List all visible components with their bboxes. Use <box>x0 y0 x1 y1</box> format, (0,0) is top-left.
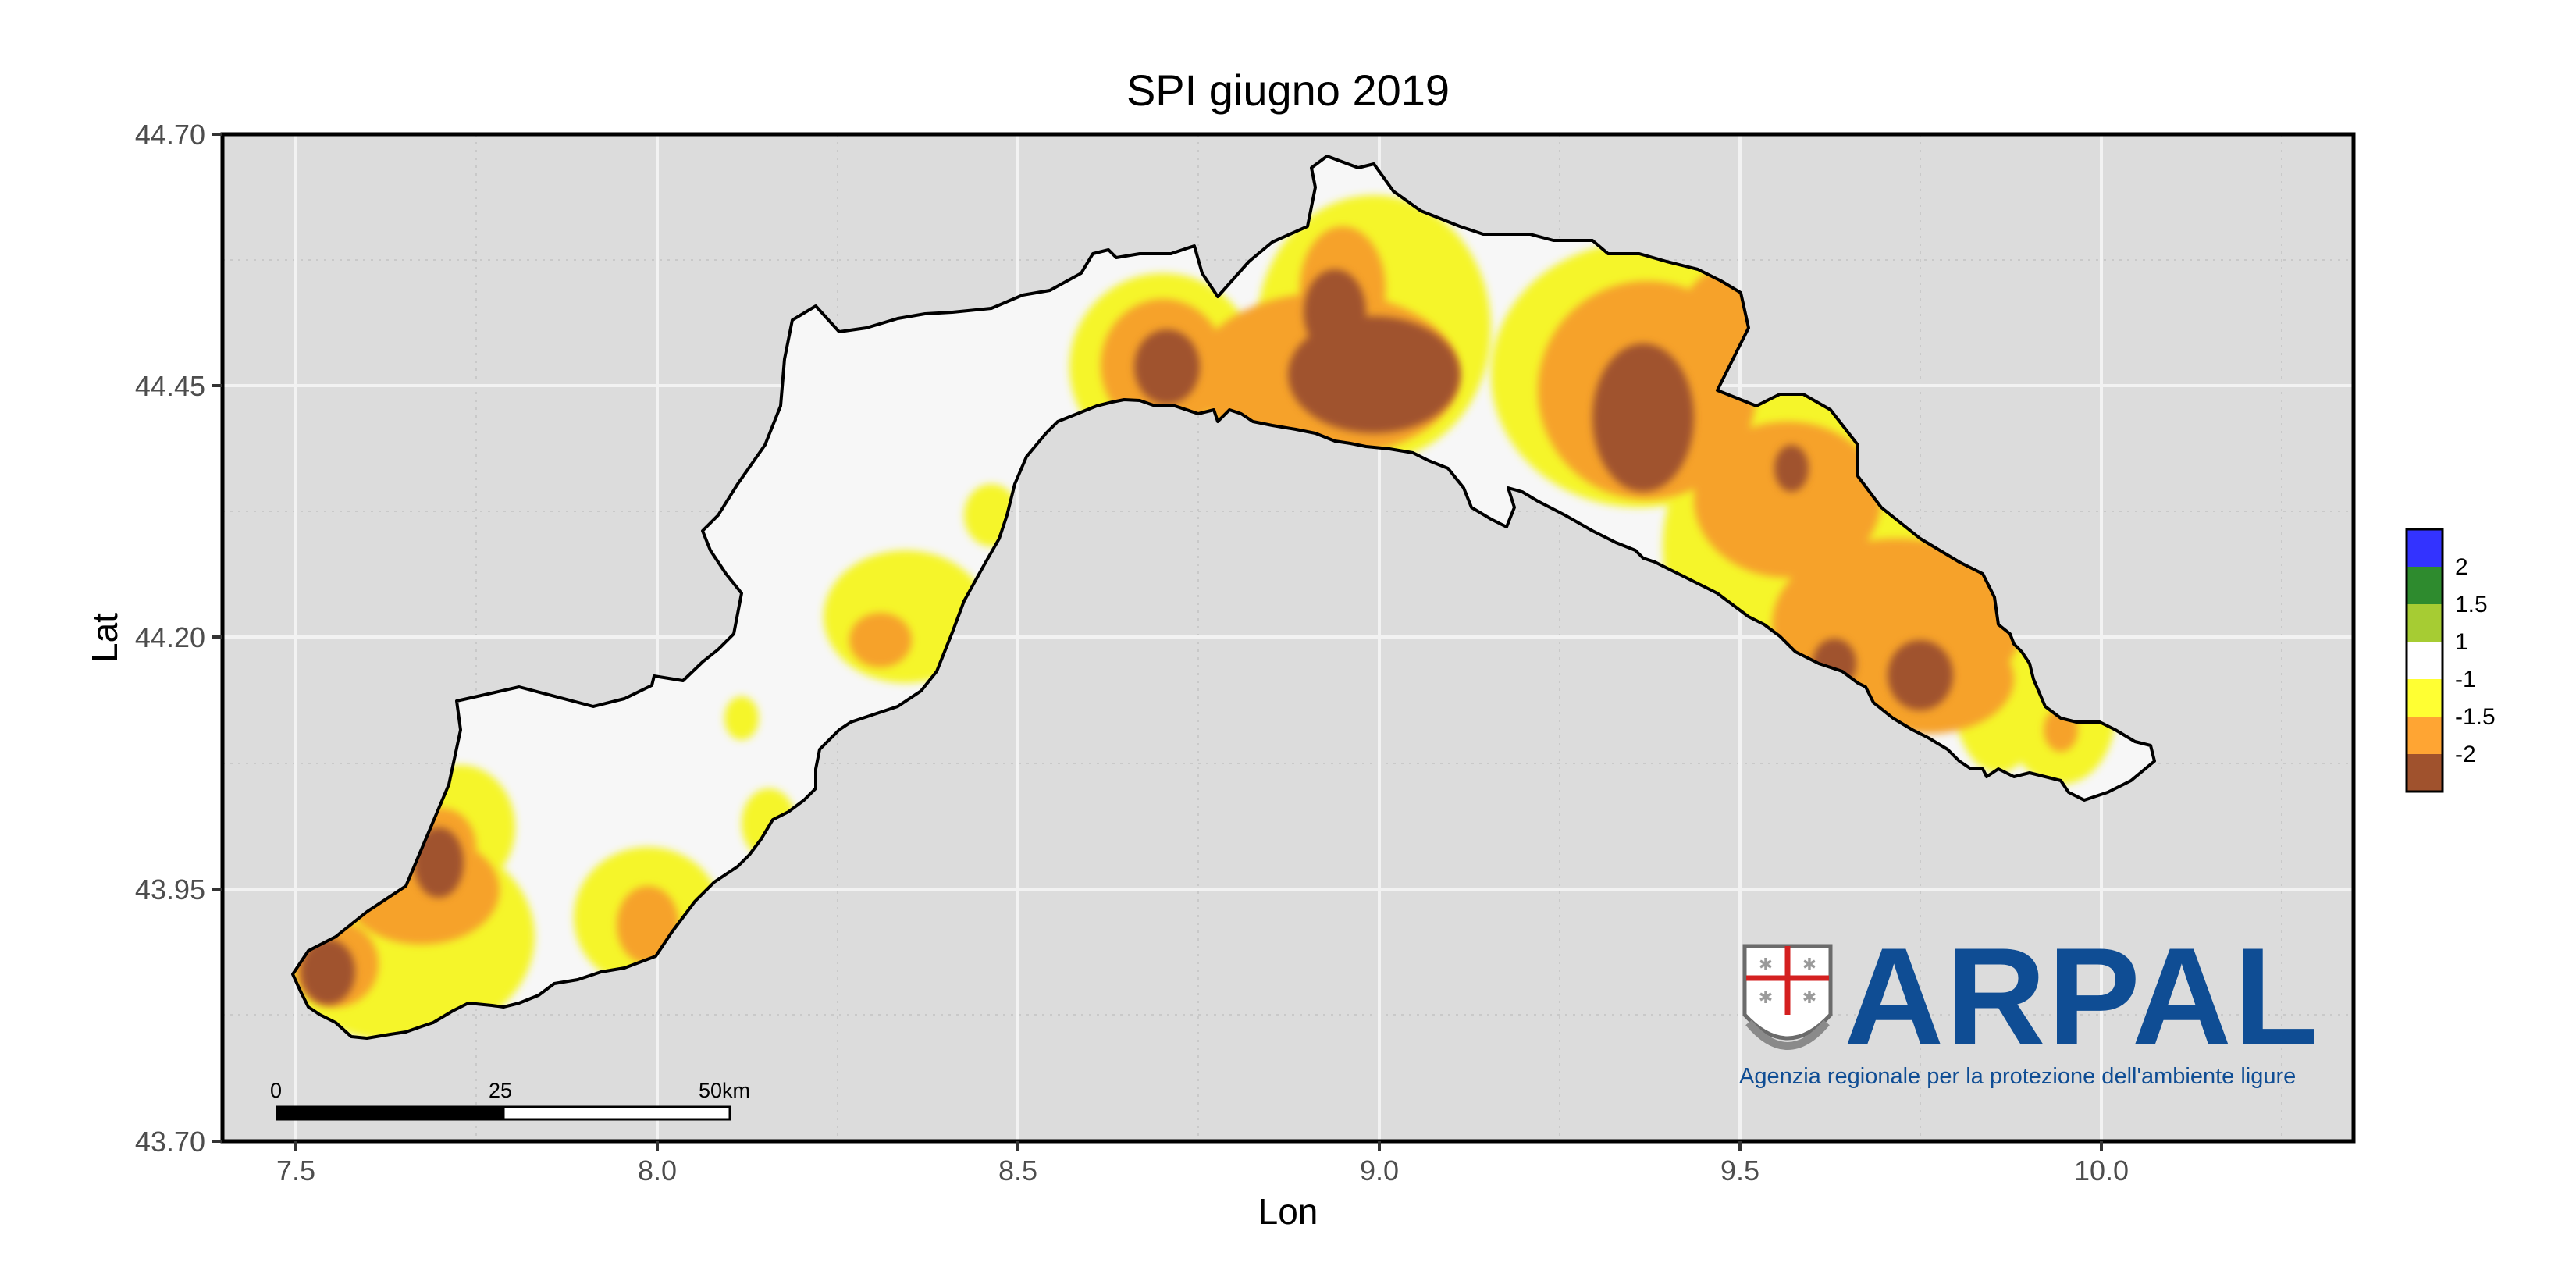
raster-blob <box>1592 343 1694 492</box>
raster-blob <box>414 827 464 898</box>
raster-blob <box>1304 269 1366 355</box>
legend-label: 1.5 <box>2455 592 2488 617</box>
raster-blob <box>724 696 759 740</box>
logo-wordmark: ARPAL <box>1844 919 2320 1074</box>
raster-blob <box>1774 445 1809 492</box>
scale-bar-segment-light <box>502 1105 731 1121</box>
legend-key <box>2407 642 2443 679</box>
legend: 2 1.5 1 -1 -1.5 -2 <box>2405 528 2496 793</box>
legend-label: -1 <box>2455 667 2476 692</box>
scale-bar-label-25: 25 <box>489 1079 512 1102</box>
shield-star: ✱ <box>1802 955 1816 974</box>
x-tick-label: 9.5 <box>1720 1155 1759 1187</box>
x-tick-label: 9.0 <box>1360 1155 1399 1187</box>
raster-blob <box>849 613 912 667</box>
raster-blob <box>1134 329 1200 404</box>
x-tick-label: 8.0 <box>638 1155 677 1187</box>
y-tick-label: 43.95 <box>135 873 205 906</box>
shield-arc <box>1745 1019 1830 1050</box>
arpal-logo: ✱ ✱ ✱ ✱ ARPAL Agenzia regionale per la p… <box>1739 919 2320 1089</box>
legend-key <box>2407 679 2443 717</box>
shield-star: ✱ <box>1759 987 1773 1007</box>
legend-label: -2 <box>2455 742 2476 767</box>
x-tick-label: 7.5 <box>276 1155 315 1187</box>
y-tick-label: 43.70 <box>135 1126 205 1158</box>
legend-key <box>2407 754 2443 792</box>
region-outline <box>291 155 2156 1040</box>
x-axis-title: Lon <box>1258 1191 1318 1232</box>
shield-star: ✱ <box>1759 955 1773 974</box>
axis-ticks <box>212 133 2103 1151</box>
legend-label: 2 <box>2455 554 2468 580</box>
legend-key <box>2407 567 2443 604</box>
raster-blob <box>301 939 355 1005</box>
liguria-shield-icon: ✱ ✱ ✱ ✱ <box>1742 944 1833 1050</box>
y-axis-title: Lat <box>84 613 125 663</box>
chart-title: SPI giugno 2019 <box>1126 66 1450 115</box>
class-fill-minus2 <box>301 269 1953 1005</box>
y-tick-label: 44.45 <box>135 370 205 402</box>
raster-blob <box>1888 640 1953 710</box>
legend-key <box>2407 717 2443 754</box>
scale-bar-segment-dark <box>276 1105 505 1121</box>
x-tick-label: 10.0 <box>2074 1155 2129 1187</box>
legend-label: -1.5 <box>2455 704 2496 730</box>
legend-label: 1 <box>2455 629 2468 655</box>
scale-bar-label-0: 0 <box>270 1079 282 1102</box>
legend-key <box>2407 529 2443 567</box>
y-tick-label: 44.70 <box>135 119 205 151</box>
legend-key <box>2407 604 2443 642</box>
legend-frame <box>2405 528 2444 793</box>
x-tick-label: 8.5 <box>998 1155 1037 1187</box>
y-tick-label: 44.20 <box>135 621 205 653</box>
raster-blob <box>1694 422 1881 578</box>
scale-bar: 0 25 50km <box>270 1079 750 1121</box>
logo-subtitle: Agenzia regionale per la protezione dell… <box>1739 1064 2296 1089</box>
scale-bar-label-50: 50km <box>699 1079 750 1102</box>
shield-star: ✱ <box>1802 987 1816 1007</box>
